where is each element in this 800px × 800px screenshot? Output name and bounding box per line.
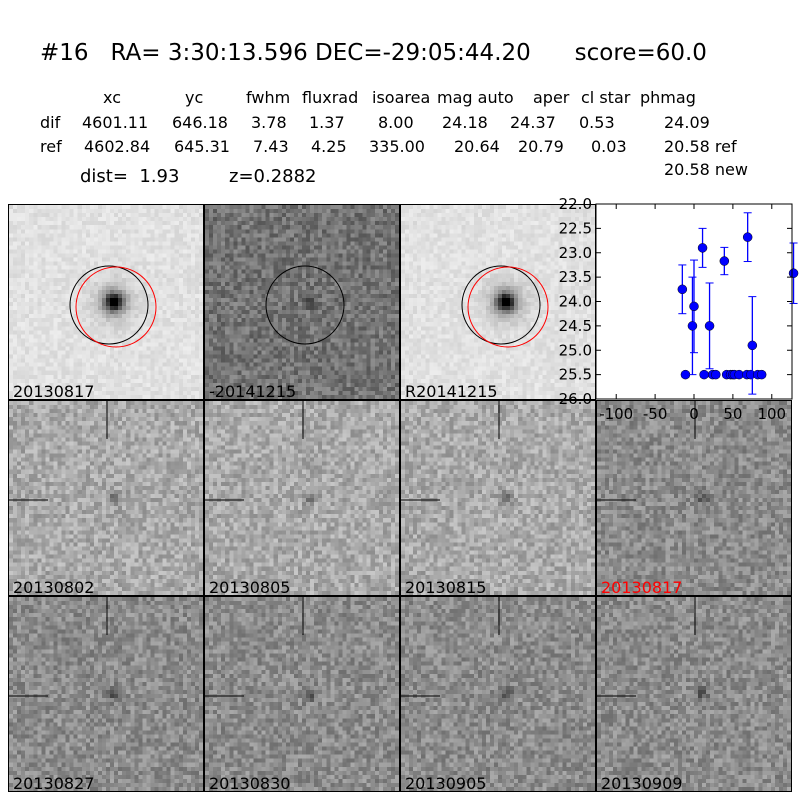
column-header: isoarea [372,88,431,107]
table-cell: 7.43 [253,137,289,156]
data-point [711,369,721,380]
table-cell: 8.00 [378,113,414,132]
image-stamp: 20130827 [8,596,204,792]
image-stamp: 20130815 [400,400,596,596]
row-label: ref [40,137,62,156]
y-tick-label: 26.0 [559,390,592,408]
table-cell: 4602.84 [84,137,151,156]
image-stamp: -20141215 [204,204,400,400]
table-cell: 0.53 [579,113,615,132]
column-header: phmag [640,88,696,107]
aperture-circle [461,265,541,345]
x-tick-label: 100 [757,405,786,423]
aperture-circle [69,265,149,345]
column-header: mag auto [437,88,514,107]
data-point [788,268,799,278]
table-cell: 20.64 [454,137,500,156]
column-header: xc [103,88,121,107]
image-stamp: 20130817 [596,400,792,596]
lightcurve-plot: 22.0 22.5 23.0 23.5 24.0 24.5 25.0 25.5 26.0 -100… [559,195,799,423]
x-tick-label: -100 [599,405,633,423]
y-tick-label: 25.5 [559,366,592,384]
image-stamp: 20130805 [204,400,400,596]
stamp-date-label: 20130905 [405,774,487,792]
table-cell: 24.18 [442,113,488,132]
table-cell: 646.18 [172,113,228,132]
table-cell: 3.78 [251,113,287,132]
table-cell: 20.58 ref [664,137,737,156]
phmag-new: 20.58 new [664,160,748,179]
redshift-value: z=0.2882 [229,166,317,187]
aperture-circle [265,265,345,345]
data-point [742,232,753,242]
reference-circle [467,266,549,348]
table-cell: 335.00 [369,137,425,156]
table-cell: 24.37 [510,113,556,132]
stamp-date-label: 20130802 [13,578,95,596]
column-header: fluxrad [302,88,359,107]
column-header: fwhm [246,88,291,107]
reference-circle [75,266,157,348]
table-cell: 645.31 [174,137,230,156]
table-cell: 20.79 [518,137,564,156]
image-stamp: 20130909 [596,596,792,792]
image-stamp: 20130830 [204,596,400,792]
page-title: #16 RA= 3:30:13.596 DEC=-29:05:44.20 sco… [40,40,707,66]
image-stamp: 20130817 [8,204,204,400]
y-tick-label: 24.0 [559,293,592,311]
stamp-date-label: 20130805 [209,578,291,596]
data-point [687,321,698,331]
stamp-date-label: R20141215 [405,382,498,400]
x-tick-label: 50 [723,405,742,423]
table-cell: 0.03 [591,137,627,156]
stamp-date-label: 20130827 [13,774,95,792]
column-header: cl star [581,88,631,107]
y-tick-label: 24.5 [559,317,592,335]
data-point [699,369,709,380]
table-cell: 24.09 [664,113,710,132]
y-tick-label: 23.5 [559,268,592,286]
row-label: dif [40,113,61,132]
stamp-date-label: 20130815 [405,578,487,596]
data-point [704,321,715,331]
data-point [719,256,730,266]
data-point [747,340,758,351]
stamp-date-label: -20141215 [209,382,297,400]
y-tick-label: 22.5 [559,219,592,237]
table-cell: 1.37 [309,113,345,132]
column-header: yc [185,88,204,107]
image-stamp: 20130802 [8,400,204,596]
image-stamp: R20141215 [400,204,596,400]
table-cell: 4.25 [311,137,347,156]
stamp-date-label: 20130817 [601,578,683,596]
dist-value: dist= 1.93 [80,166,180,187]
column-header: aper [533,88,570,107]
data-point [756,369,767,380]
data-point [689,301,699,312]
y-tick-label: 23.0 [559,244,592,262]
y-tick-label: 22.0 [559,195,592,213]
y-tick-label: 25.0 [559,341,592,359]
table-cell: 4601.11 [82,113,149,132]
data-point [677,284,688,295]
x-tick-label: 0 [689,405,699,423]
stamp-date-label: 20130817 [13,382,95,400]
data-point [697,243,708,253]
image-stamp: 20130905 [400,596,596,792]
stamp-date-label: 20130830 [209,774,291,792]
x-tick-label: -50 [643,405,668,423]
stamp-date-label: 20130909 [601,774,683,792]
